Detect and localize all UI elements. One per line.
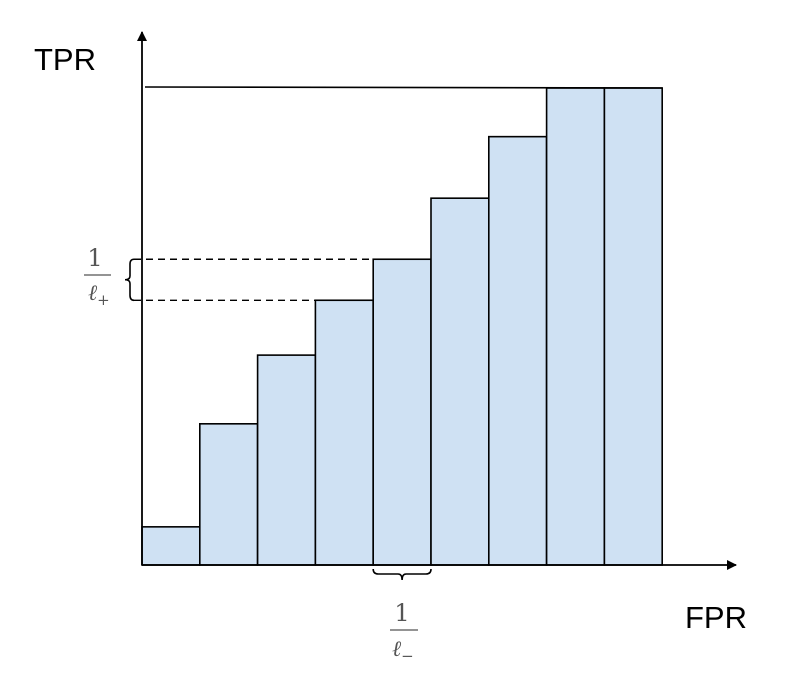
x-step-denominator: ℓ− bbox=[392, 637, 414, 665]
y-step-denominator-symbol: ℓ bbox=[88, 281, 98, 306]
y-step-fraction: 1 ℓ+ bbox=[84, 244, 111, 309]
y-step-numerator: 1 bbox=[87, 244, 102, 272]
y-step-brace bbox=[124, 258, 135, 302]
y-step-denominator-subscript: + bbox=[97, 291, 110, 309]
bar-7 bbox=[487, 135, 548, 566]
bar-2 bbox=[199, 423, 259, 566]
x-step-denominator-symbol: ℓ bbox=[392, 637, 402, 662]
x-axis-label: FPR bbox=[685, 600, 747, 635]
bar-4 bbox=[314, 299, 374, 566]
y-step-denominator: ℓ+ bbox=[88, 281, 110, 309]
bar-1 bbox=[141, 526, 201, 566]
bar-3 bbox=[256, 354, 317, 566]
x-step-brace bbox=[372, 568, 432, 581]
bar-9 bbox=[603, 87, 664, 566]
top-reference-line bbox=[144, 86, 663, 89]
y-axis-label: TPR bbox=[34, 42, 96, 77]
bar-6 bbox=[430, 197, 490, 566]
bar-5 bbox=[372, 258, 432, 566]
bar-8 bbox=[545, 87, 606, 566]
x-step-fraction: 1 ℓ− bbox=[390, 599, 418, 665]
x-step-denominator-subscript: − bbox=[401, 647, 414, 665]
x-step-numerator: 1 bbox=[394, 599, 409, 627]
bars-group bbox=[141, 87, 664, 566]
